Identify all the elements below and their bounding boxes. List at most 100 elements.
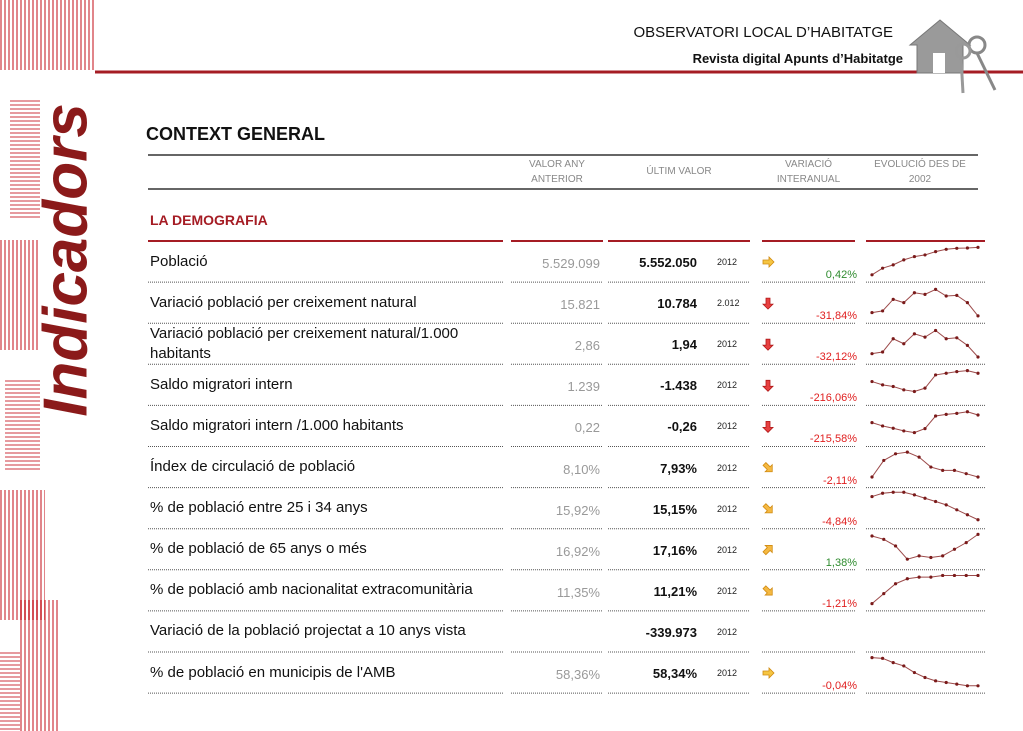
sparkline-point [902,301,906,305]
sparkline-point [952,468,957,472]
sparkline-point [941,468,945,472]
sparkline-point [912,493,917,497]
last-value: -339.973 [645,624,697,640]
previous-value: 15.821 [560,297,600,313]
sparkline-point [917,575,921,579]
sparkline-point [944,247,948,251]
last-value: 15,15% [652,501,697,517]
sparkline-point [902,258,906,262]
sparkline-point [955,370,959,374]
sparkline [871,533,979,560]
sparkline-point [881,350,885,354]
year: 2012 [717,544,738,555]
variation: -4,84% [822,515,857,528]
sparkline-point [891,263,895,267]
year: 2012 [717,668,738,678]
sparkline-point [923,675,927,680]
previous-value: 1.239 [567,379,600,395]
column-header: EVOLUCIÓ DES DE 2002 [874,159,966,185]
sparkline-point [934,328,938,333]
year: 2012 [717,339,738,350]
sparkline-point [902,664,906,668]
row-label: Saldo migratori intern [150,375,293,393]
trend-arrow [762,461,773,473]
row-label: % de població amb nacionalitat extracomu… [150,581,473,599]
sparkline-point [902,429,906,433]
trend-arrow [762,256,775,268]
trend-arrow [762,585,773,596]
sparkline-point [891,337,895,341]
year: 2012 [717,421,738,432]
sparkline-point [934,499,938,504]
sparkline-point [912,291,917,295]
sparkline-point [976,573,980,578]
previous-value: 8,10% [563,461,600,477]
last-value: 10.784 [657,296,697,312]
last-value: 11,21% [653,583,697,599]
trend-arrow [762,338,774,351]
row-label: % de població entre 25 i 34 anys [150,499,368,517]
year: 2012 [717,585,738,596]
sparkline-point [965,410,970,414]
sparkline-point [934,287,938,292]
sparkline-point [976,475,980,479]
variation: -215,58% [809,433,857,446]
previous-value: 58,36% [555,667,600,682]
sparkline [871,451,979,478]
sparkline [871,657,978,687]
sparkline-point [891,297,895,301]
sparkline-point [976,518,980,522]
sparkline-point [976,355,980,359]
sparkline-point [905,557,909,561]
sparkline-point [870,352,874,356]
column-header: VARIACIÓ INTERANUAL [776,159,841,185]
sparkline-point [965,301,970,305]
sparkline-point [891,661,895,665]
row-label: Índex de circulació de població [150,458,356,476]
sparkline-point [965,343,970,348]
sparkline-point [902,342,906,346]
sparkline-point [955,246,959,250]
trend-arrow [762,420,774,433]
sparkline-point [952,547,957,551]
sparkline-point [870,656,874,660]
trend-arrow [762,545,773,556]
row-label: Saldo migratori intern /1.000 habitants [150,416,404,434]
sparkline-point [923,386,927,390]
sparkline-point [929,555,933,560]
sparkline-point [944,503,948,507]
year: 2012 [717,503,738,514]
variation: 1,38% [825,556,857,569]
sparkline-point [934,250,938,254]
sparkline-point [934,373,938,377]
previous-value: 2,86 [574,338,600,354]
sparkline-point [944,680,948,685]
previous-value: 11,35% [556,584,600,600]
year: 2012 [717,380,738,391]
sparkline-point [934,679,938,683]
previous-value: 16,92% [555,543,600,559]
sparkline-point [870,273,874,277]
trend-arrow [762,503,773,514]
last-value: 17,16% [652,542,697,558]
row-label: Variació població per creixement natural [150,293,417,311]
last-value: 7,93% [660,460,697,476]
sparkline-point [923,426,927,431]
row-label: Població [150,252,208,270]
sparkline-point [965,369,970,373]
header-title: OBSERVATORI LOCAL D’HABITATGE [633,24,893,41]
sparkline-point [905,450,909,454]
sparkline-point [955,508,959,512]
sparkline-point [891,426,895,430]
house-icon [908,19,997,94]
row-label: % de població de 65 anys o més [150,540,367,558]
sparkline-point [870,379,874,384]
sparkline [871,491,979,521]
sidebar-title: Indicadors [31,103,100,417]
group-title: LA DEMOGRAFIA [150,212,268,228]
sparkline-point [917,455,921,459]
sparkline-point [955,293,959,297]
trend-arrow [762,297,774,310]
sparkline-point [955,682,959,686]
